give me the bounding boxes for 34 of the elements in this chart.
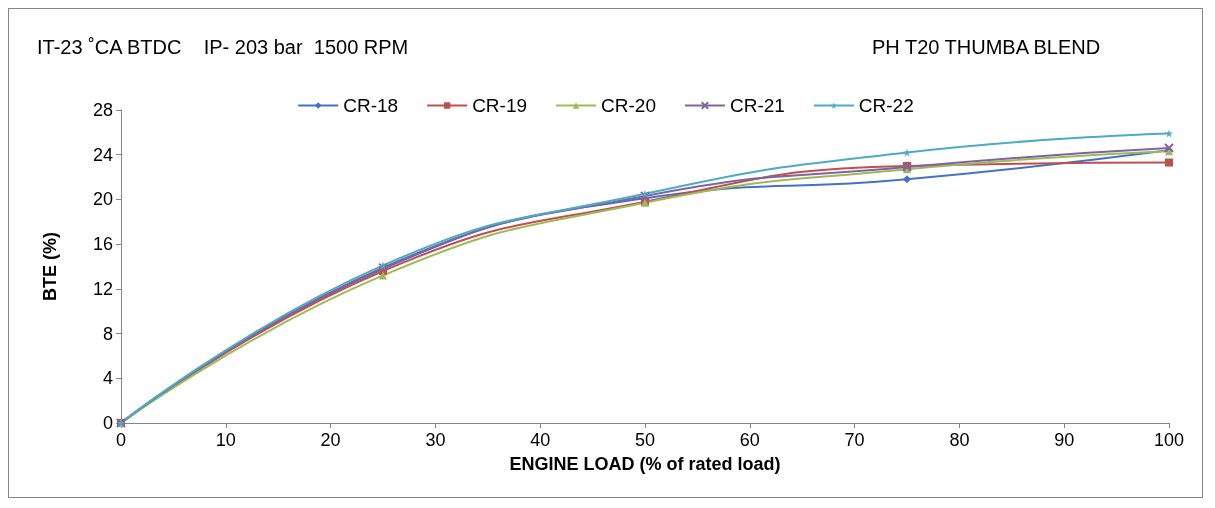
y-tick-label: 4 xyxy=(102,368,113,389)
point xyxy=(1165,129,1173,138)
point xyxy=(903,175,911,184)
y-tick-label: 20 xyxy=(92,189,113,210)
legend-label: CR-21 xyxy=(729,95,785,116)
legend-label: CR-19 xyxy=(472,95,528,116)
point xyxy=(641,189,649,198)
x-tick-label: 10 xyxy=(215,430,236,450)
text: PH T20 THUMBA BLEND xyxy=(871,36,1101,58)
x-axis-title: ENGINE LOAD (% of rated load) xyxy=(509,454,781,474)
y-tick-label: 16 xyxy=(92,234,113,255)
x-tick-label: 0 xyxy=(115,430,127,450)
x-tick-label: 20 xyxy=(320,430,341,450)
x-tick-label: 60 xyxy=(739,430,760,450)
y-tick-label: 0 xyxy=(102,413,113,433)
y-tick-label: 8 xyxy=(102,323,113,344)
x-tick-label: 50 xyxy=(634,430,656,450)
y-tick-label: 28 xyxy=(92,100,113,120)
x-tick-label: 40 xyxy=(530,430,551,450)
x-tick-label: 100 xyxy=(1153,430,1185,450)
y-tick-label: 24 xyxy=(92,144,113,165)
text: IT-23 ˚CA BTDC IP- 203 bar 1500 RPM xyxy=(37,36,409,58)
y-tick-label: 12 xyxy=(92,278,113,299)
legend-label: CR-22 xyxy=(858,95,914,116)
point xyxy=(379,271,387,280)
point xyxy=(903,148,911,157)
point xyxy=(1165,158,1173,167)
legend-label: CR-18 xyxy=(343,95,399,116)
x-tick-label: 80 xyxy=(949,430,970,450)
legend-label: CR-20 xyxy=(601,95,656,116)
x-tick-label: 90 xyxy=(1054,430,1075,450)
x-tick-label: 30 xyxy=(425,430,446,450)
x-tick-label: 70 xyxy=(844,430,865,450)
y-axis-title: BTE (%) xyxy=(40,232,60,301)
